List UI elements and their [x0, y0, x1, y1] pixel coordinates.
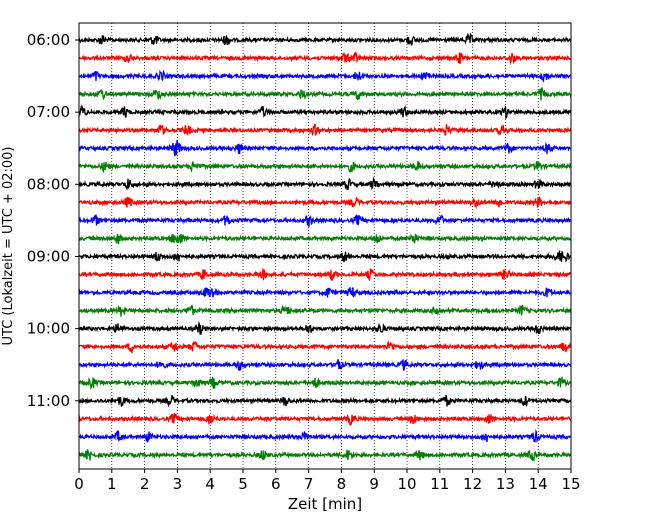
- seismic-trace: [78, 376, 572, 391]
- y-tick-label: 08:00: [27, 175, 70, 193]
- x-tick-label: 0: [74, 475, 84, 493]
- seismic-trace: [78, 449, 572, 462]
- seismic-trace: [78, 103, 572, 120]
- traces-layer: [78, 32, 572, 462]
- x-tick-label: 15: [561, 475, 580, 493]
- x-tick-label: 5: [238, 475, 248, 493]
- y-axis-label: UTC (Lokalzeit = UTC + 02:00): [1, 147, 16, 346]
- y-tick-label: 06:00: [27, 31, 70, 49]
- plot-frame: [78, 22, 572, 470]
- seismic-trace: [78, 214, 572, 228]
- seismic-trace: [78, 428, 572, 443]
- seismic-trace: [78, 86, 572, 101]
- seismic-trace: [78, 340, 572, 354]
- seismic-trace: [78, 32, 572, 46]
- x-tick-label: 11: [430, 475, 449, 493]
- y-ticks: 06:00 07:00 08:00 09:00 10:00 11:00: [27, 31, 79, 410]
- seismic-trace: [78, 413, 572, 427]
- x-tick-label: 6: [271, 475, 281, 493]
- x-tick-label: 8: [337, 475, 347, 493]
- seismic-trace: [78, 304, 572, 317]
- seismic-trace: [78, 233, 572, 245]
- seismic-trace: [78, 196, 572, 210]
- x-tick-label: 13: [496, 475, 515, 493]
- seismic-trace: [78, 359, 572, 371]
- x-axis-label: Zeit [min]: [288, 495, 362, 513]
- seismic-trace: [78, 250, 572, 263]
- x-tick-label: 3: [173, 475, 183, 493]
- seismic-trace: [78, 395, 572, 408]
- x-tick-label: 2: [140, 475, 150, 493]
- x-ticks: 0 1 2 3 4 5 6 7 8 9 10 11 12 13 14 15: [74, 469, 581, 493]
- y-tick-label: 07:00: [27, 103, 70, 121]
- x-tick-label: 9: [369, 475, 379, 493]
- y-tick-label: 10:00: [27, 320, 70, 338]
- seismic-trace: [78, 176, 572, 191]
- seismic-trace: [78, 51, 572, 65]
- seismic-trace: [78, 69, 572, 83]
- y-tick-label: 11:00: [27, 392, 70, 410]
- grid-layer: [111, 23, 539, 469]
- seismic-trace: [78, 160, 572, 174]
- y-tick-label: 09:00: [27, 247, 70, 265]
- seismic-trace: [78, 139, 572, 157]
- x-tick-label: 10: [397, 475, 416, 493]
- seismic-trace: [78, 123, 572, 137]
- seismic-trace: [78, 320, 572, 335]
- x-tick-label: 4: [205, 475, 215, 493]
- x-tick-label: 14: [529, 475, 548, 493]
- seismic-trace: [78, 287, 572, 298]
- x-tick-label: 7: [304, 475, 314, 493]
- x-tick-label: 12: [463, 475, 482, 493]
- seismic-trace: [78, 268, 572, 282]
- x-tick-label: 1: [107, 475, 117, 493]
